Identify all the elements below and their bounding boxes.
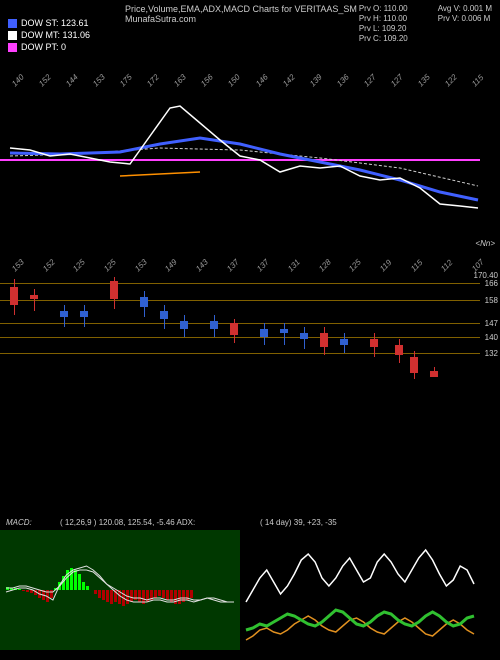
info-col-left: Prv O: 110.00Prv H: 110.00Prv L: 109.20P… bbox=[359, 4, 408, 44]
macd-bg bbox=[0, 530, 240, 650]
info-columns: Prv O: 110.00Prv H: 110.00Prv L: 109.20P… bbox=[359, 4, 492, 44]
macd-panel: MACD: ( 12,26,9 ) 120.08, 125.54, -5.46 … bbox=[0, 530, 240, 650]
macd-values: ( 12,26,9 ) 120.08, 125.54, -5.46 ADX: bbox=[60, 518, 195, 527]
info-col-right: Avg V: 0.001 MPrv V: 0.006 M bbox=[438, 4, 492, 44]
legend-item: DOW MT: 131.06 bbox=[8, 30, 90, 40]
legend-swatch bbox=[8, 31, 17, 40]
legend-swatch bbox=[8, 43, 17, 52]
legend-swatch bbox=[8, 19, 17, 28]
legend: DOW ST: 123.61 DOW MT: 131.06 DOW PT: 0 bbox=[8, 18, 90, 54]
macd-label: MACD: bbox=[6, 518, 32, 527]
xaxis-price: 1401521441531751721631561501461421391361… bbox=[0, 70, 500, 88]
legend-label: DOW PT: 0 bbox=[21, 42, 66, 52]
xaxis-candle: 1531521251251531491431371371311281251191… bbox=[0, 255, 500, 273]
svg-text:<Nn>: <Nn> bbox=[475, 239, 495, 248]
price-panel: <Nn> bbox=[0, 88, 500, 248]
legend-label: DOW MT: 131.06 bbox=[21, 30, 90, 40]
legend-item: DOW PT: 0 bbox=[8, 42, 90, 52]
legend-label: DOW ST: 123.61 bbox=[21, 18, 89, 28]
adx-values: ( 14 day) 39, +23, -35 bbox=[260, 518, 337, 527]
candle-panel: 170.40166158147140132 bbox=[0, 275, 500, 390]
legend-item: DOW ST: 123.61 bbox=[8, 18, 90, 28]
bottom-row: MACD: ( 12,26,9 ) 120.08, 125.54, -5.46 … bbox=[0, 530, 480, 650]
chart-title: Price,Volume,EMA,ADX,MACD Charts for VER… bbox=[125, 4, 375, 24]
adx-panel: ( 14 day) 39, +23, -35 bbox=[240, 530, 480, 650]
